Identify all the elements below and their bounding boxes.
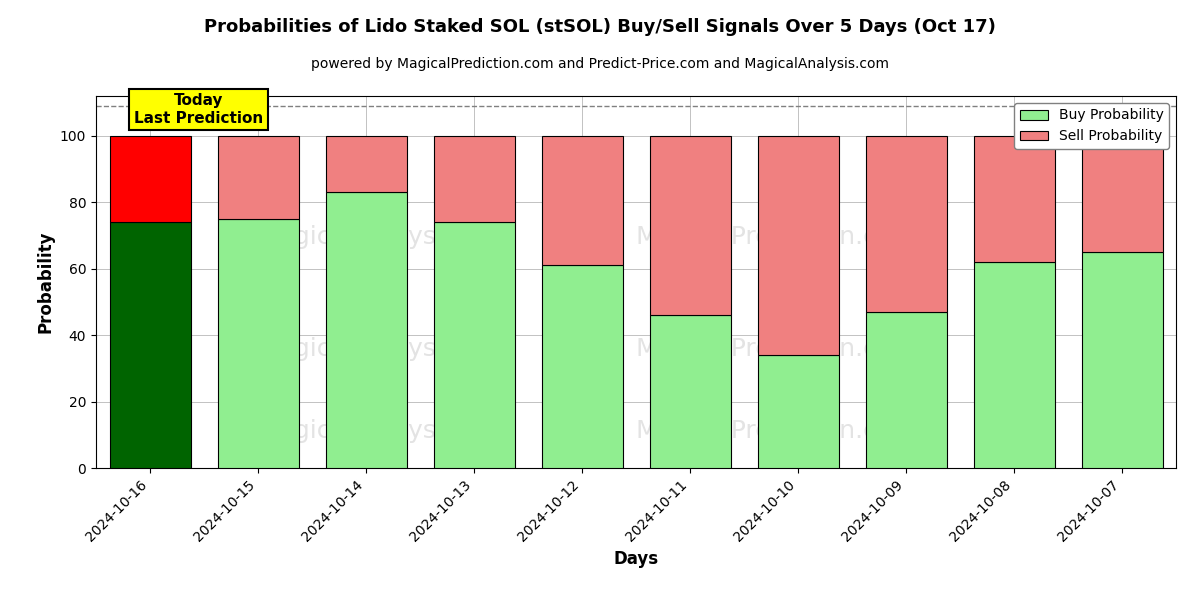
Bar [649,136,731,315]
Bar [433,136,515,222]
Text: MagicalPrediction.com: MagicalPrediction.com [636,337,917,361]
Bar [973,262,1055,468]
Text: powered by MagicalPrediction.com and Predict-Price.com and MagicalAnalysis.com: powered by MagicalPrediction.com and Pre… [311,57,889,71]
Bar [109,222,191,468]
Bar [541,136,623,265]
Text: MagicalAnalysis.com: MagicalAnalysis.com [258,226,517,250]
Bar [757,136,839,355]
Bar [1081,252,1163,468]
Bar [865,312,947,468]
Bar [325,136,407,193]
Text: Today
Last Prediction: Today Last Prediction [134,94,263,126]
X-axis label: Days: Days [613,550,659,568]
Bar [433,222,515,468]
Text: MagicalAnalysis.com: MagicalAnalysis.com [258,337,517,361]
Text: MagicalAnalysis.com: MagicalAnalysis.com [258,419,517,443]
Bar [865,136,947,312]
Bar [973,136,1055,262]
Bar [217,136,299,219]
Bar [757,355,839,468]
Bar [541,265,623,468]
Bar [1081,136,1163,252]
Text: MagicalPrediction.com: MagicalPrediction.com [636,226,917,250]
Bar [109,136,191,222]
Bar [217,219,299,468]
Bar [649,315,731,468]
Y-axis label: Probability: Probability [36,231,54,333]
Legend: Buy Probability, Sell Probability: Buy Probability, Sell Probability [1014,103,1169,149]
Text: Probabilities of Lido Staked SOL (stSOL) Buy/Sell Signals Over 5 Days (Oct 17): Probabilities of Lido Staked SOL (stSOL)… [204,18,996,36]
Bar [325,193,407,468]
Text: MagicalPrediction.com: MagicalPrediction.com [636,419,917,443]
